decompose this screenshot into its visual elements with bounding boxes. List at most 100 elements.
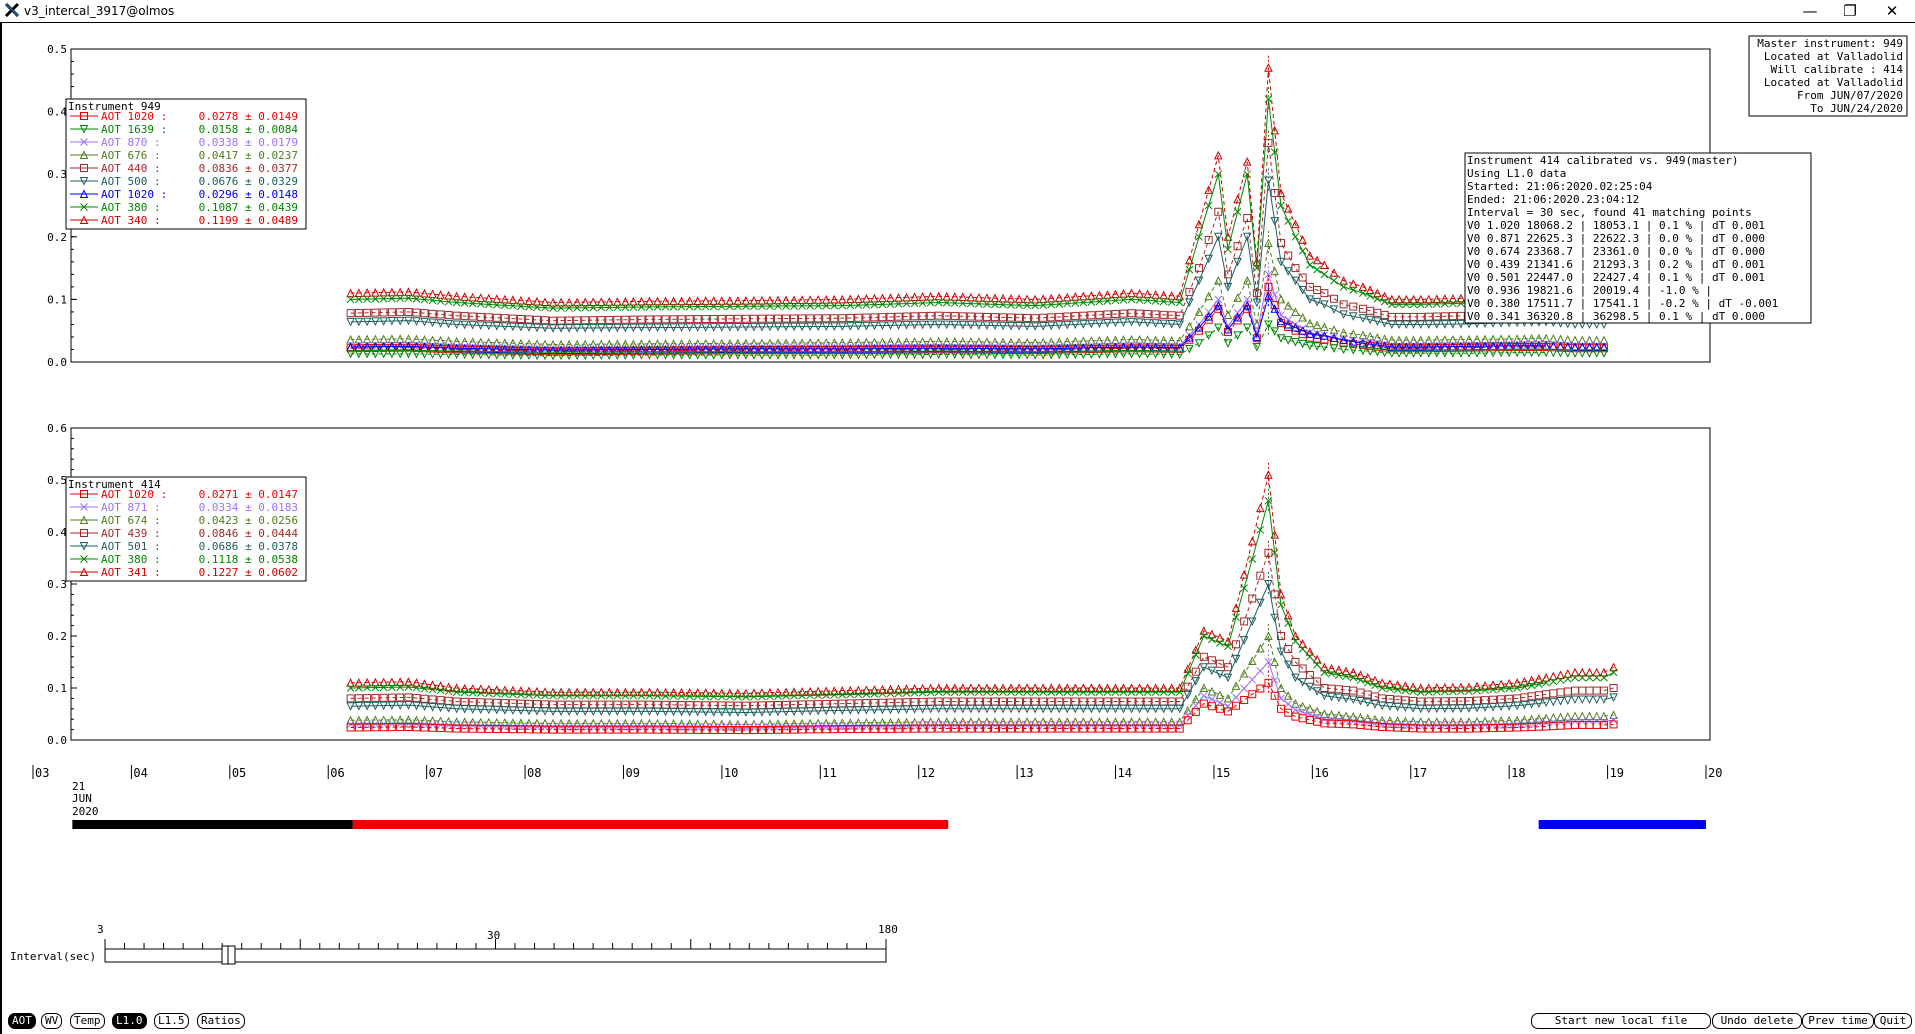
- data-point: [1488, 680, 1498, 689]
- data-point: [1284, 619, 1293, 627]
- y-tick-label: 0.1: [47, 293, 67, 306]
- data-point: [653, 296, 662, 306]
- prev-time-button[interactable]: Prev time: [1802, 1013, 1874, 1029]
- data-point: [910, 343, 919, 353]
- aot-button[interactable]: AOT: [8, 1013, 36, 1029]
- undo-delete-button[interactable]: Undo delete: [1712, 1013, 1802, 1029]
- data-point: [509, 301, 517, 310]
- data-point: [894, 343, 903, 353]
- data-point: [581, 725, 590, 734]
- data-point: [581, 316, 590, 325]
- data-point: [581, 347, 590, 356]
- data-point: [1111, 724, 1120, 733]
- data-point: [1095, 319, 1104, 329]
- data-point: [1305, 682, 1315, 692]
- data-point: [589, 316, 598, 325]
- data-point: [1063, 724, 1072, 733]
- data-point: [790, 302, 798, 310]
- l10-button[interactable]: L1.0: [112, 1013, 147, 1029]
- data-point: [846, 301, 855, 310]
- data-point: [1464, 349, 1474, 358]
- data-point: [629, 691, 638, 700]
- data-point: [1424, 342, 1434, 351]
- data-point: [1270, 266, 1280, 276]
- data-point: [1489, 343, 1498, 352]
- data-point: [1252, 257, 1262, 266]
- data-point: [428, 344, 437, 353]
- restore-button[interactable]: ❐: [1843, 2, 1857, 20]
- data-point: [822, 346, 831, 355]
- data-point: [1578, 686, 1587, 695]
- data-point: [797, 351, 807, 360]
- data-point: [1424, 349, 1434, 358]
- data-point: [725, 692, 734, 701]
- l15-button[interactable]: L1.5: [154, 1013, 189, 1029]
- data-point: [548, 351, 558, 361]
- data-point: [1022, 351, 1032, 360]
- data-point: [709, 344, 719, 354]
- interval-label: Interval(sec): [10, 950, 96, 963]
- data-point: [1440, 294, 1450, 303]
- data-point: [1339, 310, 1348, 320]
- data-point: [1194, 307, 1204, 316]
- data-point: [532, 296, 542, 306]
- data-point: [1046, 350, 1056, 360]
- data-point: [1284, 315, 1293, 324]
- ratios-button[interactable]: Ratios: [197, 1013, 245, 1029]
- data-point: [580, 323, 590, 333]
- data-point: [1055, 345, 1064, 354]
- data-point: [1103, 724, 1112, 733]
- data-point: [1578, 673, 1587, 682]
- data-point: [1038, 344, 1048, 353]
- interval-slider[interactable]: Interval(sec) 3 30 180: [10, 923, 898, 965]
- data-point: [1284, 217, 1293, 226]
- temp-button[interactable]: Temp: [70, 1013, 105, 1029]
- legend-label: AOT 380 :: [101, 201, 161, 214]
- data-point: [846, 346, 855, 355]
- data-point: [1305, 341, 1315, 351]
- data-point: [910, 312, 919, 321]
- data-point: [790, 346, 799, 355]
- data-point: [765, 351, 775, 360]
- start-new-local-file-button[interactable]: Start new local file: [1531, 1013, 1711, 1029]
- data-point: [789, 344, 799, 353]
- minimize-button[interactable]: —: [1802, 2, 1818, 20]
- data-point: [1298, 326, 1307, 335]
- data-point: [926, 320, 935, 330]
- data-point: [798, 691, 806, 700]
- legend-marker: [79, 125, 89, 134]
- data-point: [958, 312, 967, 321]
- wv-button[interactable]: WV: [41, 1013, 63, 1029]
- quit-button[interactable]: Quit: [1874, 1013, 1912, 1029]
- close-button[interactable]: ✕: [1885, 2, 1899, 20]
- legend-label: AOT 1639 :: [101, 123, 167, 136]
- data-point: [830, 314, 839, 323]
- data-point: [1348, 667, 1358, 677]
- data-point: [1031, 346, 1040, 355]
- data-point: [822, 691, 831, 699]
- data-point: [782, 692, 790, 700]
- legend-label: AOT 341 :: [101, 566, 161, 579]
- data-point: [1409, 320, 1418, 330]
- data-point: [910, 721, 919, 730]
- data-point: [1183, 690, 1193, 700]
- data-point: [436, 290, 445, 299]
- data-point: [677, 707, 686, 717]
- data-point: [1348, 695, 1358, 705]
- data-point: [765, 322, 775, 332]
- data-point: [1070, 320, 1080, 330]
- data-point: [1079, 291, 1088, 301]
- y-tick-label: 0.2: [47, 231, 67, 244]
- data-point: [805, 322, 815, 332]
- data-point: [1424, 320, 1434, 329]
- series-line: [350, 474, 1614, 694]
- data-point: [1592, 349, 1602, 358]
- legend-marker: [79, 542, 89, 551]
- data-point: [1185, 255, 1194, 265]
- data-point: [556, 345, 566, 355]
- data-point: [1416, 300, 1425, 309]
- data-point: [460, 343, 469, 353]
- data-point: [1119, 704, 1128, 714]
- legend-value: 0.0686 ± 0.0378: [199, 540, 298, 553]
- data-point: [693, 296, 702, 305]
